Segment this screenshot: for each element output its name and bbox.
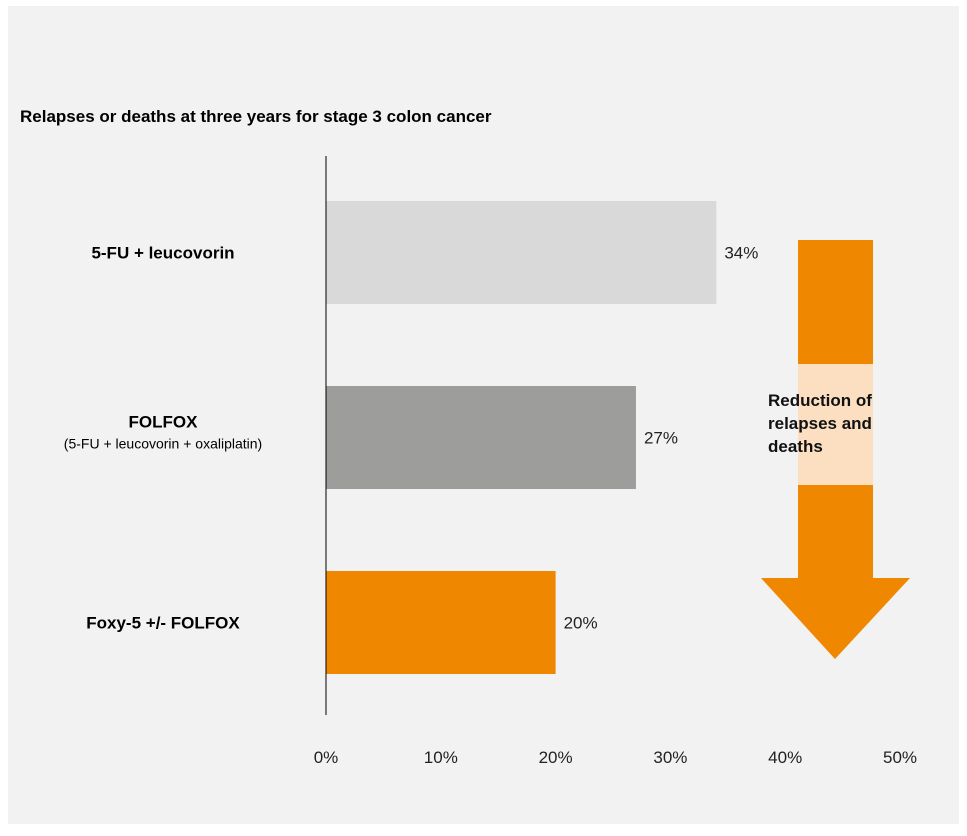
category-label: FOLFOX — [129, 413, 199, 432]
x-tick-label: 50% — [883, 748, 917, 767]
x-tick-label: 10% — [424, 748, 458, 767]
x-tick-label: 40% — [768, 748, 802, 767]
annotation-text-line: Reduction of — [768, 391, 872, 410]
bar-chart: Relapses or deaths at three years for st… — [20, 107, 917, 767]
bar-value-label: 34% — [724, 244, 758, 263]
category-label: 5-FU + leucovorin — [91, 244, 234, 263]
x-tick-label: 30% — [653, 748, 687, 767]
chart-container: Relapses or deaths at three years for st… — [8, 6, 959, 824]
annotation-text-line: relapses and — [768, 414, 872, 433]
x-tick-label: 20% — [539, 748, 573, 767]
bar — [326, 386, 636, 489]
annotation-text-line: deaths — [768, 437, 823, 456]
arrow-highlight-band — [798, 364, 873, 485]
x-tick-label: 0% — [314, 748, 339, 767]
bar-value-label: 20% — [564, 614, 598, 633]
chart-title: Relapses or deaths at three years for st… — [20, 107, 492, 126]
category-sublabel: (5-FU + leucovorin + oxaliplatin) — [64, 436, 262, 452]
category-label: Foxy-5 +/- FOLFOX — [86, 614, 240, 633]
bar — [326, 571, 556, 674]
bar-value-label: 27% — [644, 429, 678, 448]
bar — [326, 201, 717, 304]
